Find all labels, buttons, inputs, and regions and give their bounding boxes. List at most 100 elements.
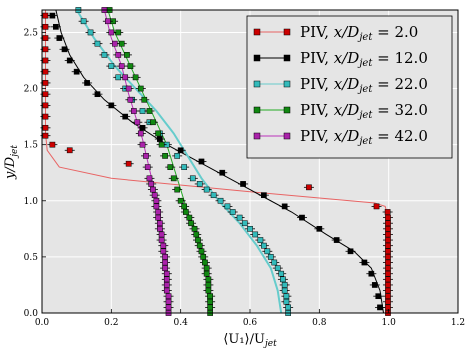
data-point: [56, 35, 63, 41]
data-point: [167, 164, 174, 170]
data-point: [316, 225, 323, 232]
data-point: [375, 293, 382, 300]
data-point: [108, 29, 115, 36]
data-point: [385, 282, 391, 288]
legend-label-2: PIV, x/Djet = 22.0: [300, 75, 428, 95]
data-point: [236, 214, 243, 221]
data-point: [153, 203, 160, 210]
data-point: [198, 158, 205, 165]
data-point: [205, 282, 212, 288]
data-point: [207, 304, 213, 311]
y-tick-label: 1.0: [24, 197, 39, 207]
data-point: [155, 209, 161, 215]
data-point: [61, 46, 68, 53]
x-tick-label: 0.6: [243, 318, 258, 328]
data-point: [200, 254, 207, 260]
data-point: [122, 74, 129, 81]
data-point: [42, 23, 49, 30]
legend-box: [246, 15, 453, 159]
data-point: [385, 287, 391, 294]
data-point: [42, 132, 49, 139]
data-point: [115, 29, 122, 36]
data-point: [155, 214, 161, 221]
data-point: [150, 119, 156, 126]
y-tick-label: 2.0: [24, 85, 39, 95]
data-point: [42, 46, 49, 53]
data-point: [385, 248, 391, 255]
data-point: [247, 225, 253, 232]
data-point: [174, 153, 181, 159]
data-point: [170, 175, 177, 182]
data-point: [210, 192, 217, 199]
data-point: [203, 270, 210, 277]
data-point: [177, 197, 184, 204]
data-point: [165, 304, 172, 311]
legend-marker-left-4: [253, 132, 261, 140]
data-point: [118, 40, 125, 47]
data-point: [111, 40, 118, 47]
data-point: [193, 231, 200, 238]
legend-marker-right-0: [283, 28, 291, 36]
data-point: [163, 287, 170, 294]
data-point: [146, 108, 153, 114]
data-point: [84, 80, 90, 86]
data-point: [80, 18, 87, 25]
data-point: [101, 52, 108, 58]
piv-markers: [40, 7, 393, 316]
data-point: [73, 68, 80, 75]
data-point: [87, 29, 94, 36]
data-point: [333, 237, 340, 243]
data-point: [42, 91, 49, 98]
data-point: [139, 124, 146, 131]
data-point: [157, 225, 163, 232]
data-point: [306, 184, 312, 191]
legend: PIV, x/Djet = 2.0 PIV, x/Djet = 12.0 PIV, …: [246, 15, 453, 159]
data-point: [108, 102, 115, 109]
x-tick-label: 1.2: [451, 318, 465, 328]
data-point: [377, 304, 383, 311]
data-point: [196, 181, 203, 187]
legend-marker-right-4: [283, 132, 291, 140]
data-point: [195, 237, 201, 243]
y-tick-label: 2.5: [24, 28, 39, 38]
data-point: [283, 293, 290, 300]
data-point: [261, 242, 267, 249]
legend-label-3: PIV, x/Djet = 32.0: [300, 101, 428, 121]
data-point: [385, 237, 391, 243]
data-point: [53, 23, 59, 30]
data-point: [264, 248, 271, 255]
data-point: [189, 175, 196, 182]
data-point: [385, 270, 391, 277]
series-curve-2: [75, 9, 283, 314]
data-point: [146, 175, 153, 182]
data-point: [134, 119, 141, 126]
data-point: [162, 265, 168, 271]
data-point: [66, 147, 73, 154]
data-point: [181, 203, 187, 210]
data-point: [160, 242, 167, 249]
data-point: [148, 181, 155, 187]
data-point: [280, 276, 286, 283]
data-point: [118, 63, 125, 69]
data-point: [163, 270, 170, 277]
data-point: [384, 209, 391, 215]
data-point: [151, 192, 158, 199]
data-point: [385, 214, 391, 221]
data-point: [278, 270, 285, 277]
data-point: [49, 141, 56, 148]
data-point: [188, 220, 194, 227]
data-point: [144, 164, 151, 170]
data-point: [385, 225, 391, 232]
data-point: [361, 259, 368, 266]
data-point: [125, 160, 132, 167]
data-point: [153, 197, 160, 204]
data-point: [141, 96, 148, 103]
data-point: [131, 108, 137, 114]
data-point: [157, 220, 163, 227]
legend-marker-left-1: [253, 54, 261, 62]
data-point: [385, 231, 391, 238]
y-tick-label: 0.0: [24, 309, 39, 319]
data-point: [283, 298, 290, 305]
data-point: [66, 57, 73, 64]
